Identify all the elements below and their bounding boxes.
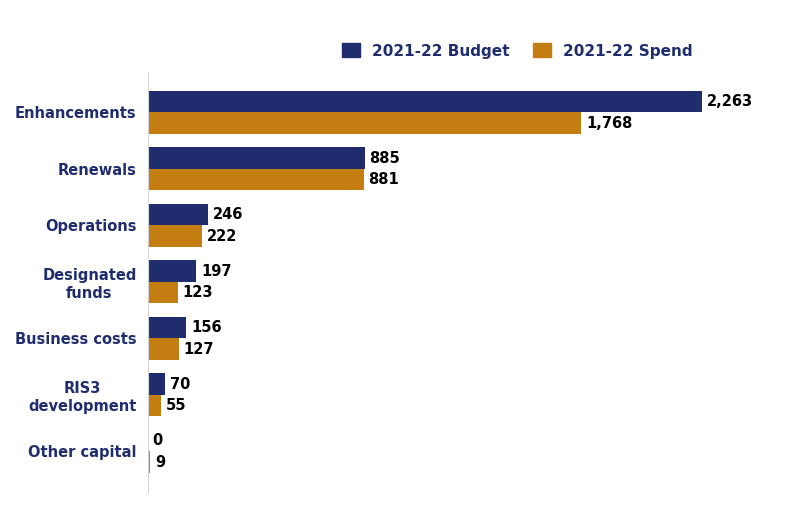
Text: 9: 9: [155, 455, 165, 469]
Text: 1,768: 1,768: [586, 116, 632, 131]
Bar: [148, 225, 202, 247]
Text: 2,263: 2,263: [707, 94, 754, 109]
Text: 55: 55: [166, 398, 186, 413]
Legend: 2021-22 Budget, 2021-22 Spend: 2021-22 Budget, 2021-22 Spend: [336, 38, 699, 65]
Bar: [148, 169, 364, 190]
Bar: [148, 374, 165, 395]
Bar: [148, 113, 581, 134]
Text: 197: 197: [201, 264, 231, 279]
Bar: [148, 338, 179, 360]
Bar: [148, 282, 178, 303]
Text: 70: 70: [170, 377, 190, 392]
Text: 0: 0: [153, 433, 163, 448]
Text: 123: 123: [182, 285, 214, 300]
Bar: [148, 261, 196, 282]
Text: 881: 881: [369, 172, 399, 187]
Bar: [148, 395, 162, 416]
Text: 127: 127: [184, 342, 214, 356]
Bar: [148, 204, 208, 225]
Text: 156: 156: [191, 320, 222, 335]
Bar: [148, 91, 702, 113]
Bar: [148, 148, 365, 169]
Bar: [148, 451, 150, 473]
Text: 222: 222: [207, 229, 238, 243]
Text: 246: 246: [213, 207, 243, 222]
Bar: [148, 317, 186, 338]
Text: 885: 885: [370, 151, 400, 166]
